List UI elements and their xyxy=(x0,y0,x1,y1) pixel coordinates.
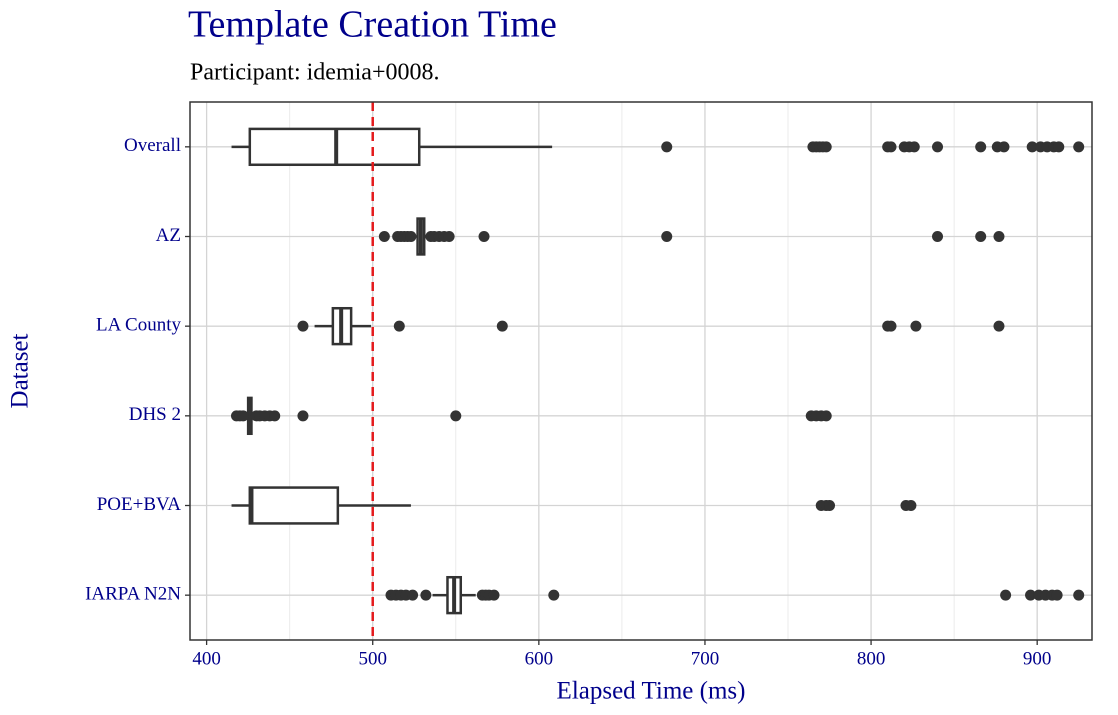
chart-subtitle: Participant: idemia+0008. xyxy=(190,60,439,86)
outlier xyxy=(488,589,500,601)
outlier xyxy=(820,141,832,153)
outlier xyxy=(407,589,419,601)
outlier xyxy=(885,141,897,153)
outlier xyxy=(450,410,462,422)
y-tick-label: LA County xyxy=(96,315,181,336)
outlier xyxy=(910,320,922,332)
outlier xyxy=(661,231,673,242)
y-tick-label: POE+BVA xyxy=(97,494,182,515)
box xyxy=(248,486,340,525)
outlier xyxy=(905,500,917,511)
outlier xyxy=(993,320,1005,332)
outlier xyxy=(548,589,560,601)
outlier xyxy=(1073,141,1085,153)
plot-border xyxy=(189,101,1093,641)
outlier xyxy=(443,231,455,242)
outlier xyxy=(496,320,508,332)
outlier xyxy=(975,141,987,153)
outlier xyxy=(1053,141,1065,153)
x-tick-label: 800 xyxy=(857,648,886,669)
outlier xyxy=(661,141,673,153)
x-tick-label: 500 xyxy=(358,648,387,669)
y-axis-label: Dataset xyxy=(7,333,34,408)
outlier xyxy=(1026,141,1038,153)
y-tick-label: AZ xyxy=(156,225,181,246)
x-tick-label: 700 xyxy=(691,648,720,669)
outlier xyxy=(885,320,897,332)
outlier xyxy=(269,410,281,422)
outlier xyxy=(932,141,944,153)
outlier xyxy=(378,231,390,242)
outlier xyxy=(1025,589,1037,601)
outlier xyxy=(1051,589,1063,601)
outlier xyxy=(237,410,249,422)
outlier xyxy=(824,500,836,511)
x-axis-label: Elapsed Time (ms) xyxy=(557,678,746,705)
outlier xyxy=(998,141,1010,153)
outlier xyxy=(1000,589,1012,601)
x-tick-label: 400 xyxy=(192,648,221,669)
chart-title: Template Creation Time xyxy=(188,4,557,46)
outlier xyxy=(405,231,417,242)
outlier xyxy=(820,410,832,422)
outlier xyxy=(393,320,405,332)
x-tick-label: 600 xyxy=(525,648,554,669)
outlier xyxy=(297,410,309,422)
y-tick-label: DHS 2 xyxy=(129,404,181,425)
outlier xyxy=(297,320,309,332)
y-tick-label: Overall xyxy=(124,135,181,156)
outlier xyxy=(478,231,490,242)
outlier xyxy=(932,231,944,242)
outlier xyxy=(993,231,1005,242)
x-tick-label: 900 xyxy=(1023,648,1052,669)
outlier xyxy=(908,141,920,153)
outlier xyxy=(975,231,987,242)
y-tick-label: IARPA N2N xyxy=(85,584,181,605)
outlier xyxy=(420,589,432,601)
outlier xyxy=(1073,589,1085,601)
